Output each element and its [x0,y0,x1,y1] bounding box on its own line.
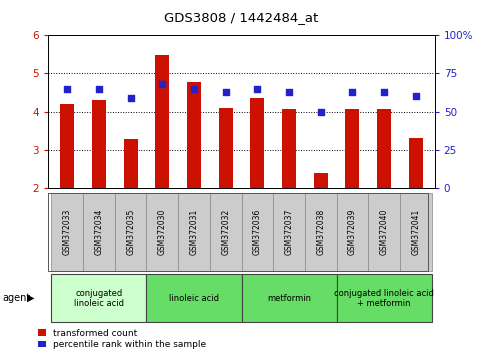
Legend: transformed count, percentile rank within the sample: transformed count, percentile rank withi… [38,329,206,349]
Bar [377,109,391,188]
Bar [337,193,368,271]
Text: linoleic acid: linoleic acid [169,294,219,303]
Bar [187,82,201,188]
Bar [92,100,106,188]
Bar [146,274,242,322]
Text: GSM372030: GSM372030 [158,209,167,255]
Bar [242,274,337,322]
Point [190,86,198,92]
Bar [146,193,178,271]
Bar [282,109,296,188]
Point [222,89,229,95]
Point [63,86,71,92]
Point [285,89,293,95]
Point [254,86,261,92]
Text: GDS3808 / 1442484_at: GDS3808 / 1442484_at [164,11,319,24]
Bar [368,193,400,271]
Text: GSM372034: GSM372034 [95,209,103,255]
Bar [210,193,242,271]
Text: GSM372035: GSM372035 [126,209,135,255]
Text: GSM372041: GSM372041 [411,209,420,255]
Bar [273,193,305,271]
Bar [155,55,170,188]
Bar [345,109,359,188]
Bar [83,193,115,271]
Text: GSM372033: GSM372033 [63,209,72,255]
Text: GSM372040: GSM372040 [380,209,388,255]
Text: conjugated linoleic acid
+ metformin: conjugated linoleic acid + metformin [334,289,434,308]
Point [317,109,325,114]
Bar [305,193,337,271]
Bar [60,104,74,188]
Point [380,89,388,95]
Text: GSM372032: GSM372032 [221,209,230,255]
Text: GSM372036: GSM372036 [253,209,262,255]
Bar [337,274,431,322]
Bar [52,274,146,322]
Point [127,95,134,101]
Bar [409,138,423,188]
Point [349,89,356,95]
Bar [313,173,328,188]
Text: GSM372037: GSM372037 [284,209,294,255]
Point [95,86,103,92]
Bar [218,108,233,188]
Bar [124,139,138,188]
Bar [52,193,83,271]
Point [412,93,420,99]
Text: ▶: ▶ [27,293,34,303]
Text: GSM372031: GSM372031 [189,209,199,255]
Text: GSM372038: GSM372038 [316,209,325,255]
Bar [115,193,146,271]
Text: conjugated
linoleic acid: conjugated linoleic acid [74,289,124,308]
Bar [400,193,431,271]
Bar [242,193,273,271]
Bar [178,193,210,271]
Text: metformin: metformin [267,294,311,303]
Point [158,81,166,87]
Text: GSM372039: GSM372039 [348,209,357,255]
Bar [250,98,265,188]
Text: agent: agent [2,293,30,303]
